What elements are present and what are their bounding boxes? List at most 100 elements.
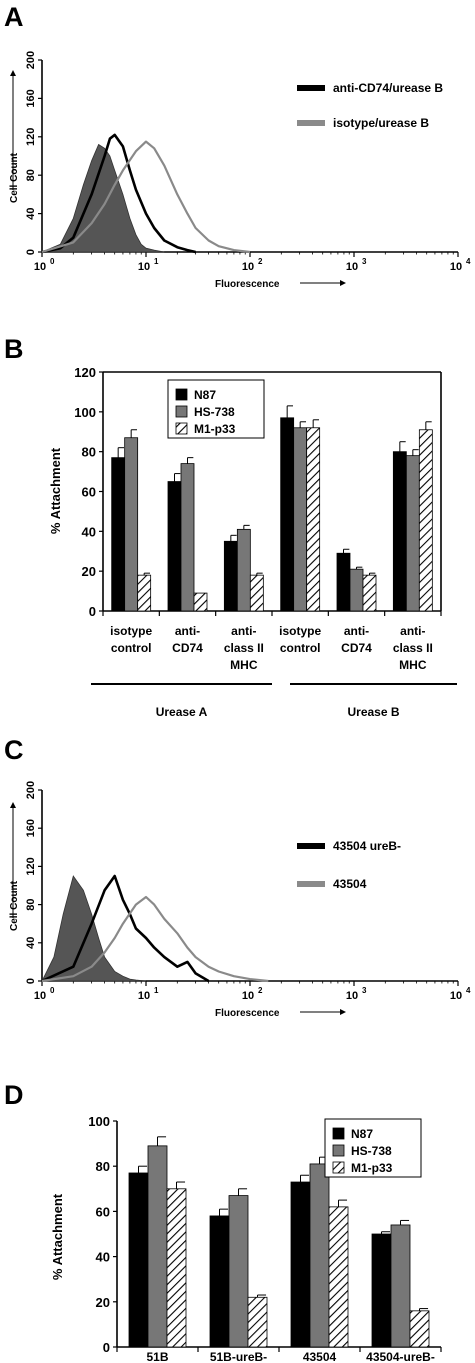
- bar3-bar-hs-738: [390, 1224, 411, 1348]
- bar1-bar-m1-p33: [249, 574, 264, 612]
- bar1-bar-n87: [392, 451, 407, 612]
- bar1-category-label: MHC: [230, 658, 258, 672]
- bar1-legend-swatch: [175, 388, 188, 401]
- bar3-category-label: 51B-ureB-: [210, 1350, 267, 1363]
- bar1-category-label: control: [280, 641, 321, 655]
- hist0-y-axis-label: Cell Count: [9, 152, 20, 203]
- bar1-category-label: class II: [393, 641, 433, 655]
- hist0-y-tick-label: 80: [25, 169, 37, 181]
- bar3-category-label: 43504: [303, 1350, 337, 1363]
- hist0-x-tick-exp: 1: [154, 257, 159, 266]
- bar1-y-tick-label: 80: [82, 445, 96, 460]
- hist2-y-tick-label: 200: [25, 781, 37, 799]
- hist2-legend-label: 43504: [333, 877, 367, 891]
- bar1-bar-n87: [280, 417, 295, 612]
- bar3-category-label: 43504-ureB-: [366, 1350, 435, 1363]
- bar1-bar-hs-738: [349, 568, 364, 612]
- hist0-legend-label: isotype/urease B: [333, 116, 429, 130]
- bar1-bar-hs-738: [236, 528, 251, 612]
- hist2-x-tick-label: 10: [346, 990, 358, 1002]
- bar1-bar-m1-p33: [137, 574, 152, 612]
- hist2-x-tick-exp: 3: [362, 986, 367, 995]
- hist0-series-control-fill: [41, 143, 165, 253]
- bar1-legend-swatch: [175, 422, 188, 435]
- bar3-legend-swatch: [332, 1161, 345, 1174]
- hist0-x-axis-label: Fluorescence: [215, 279, 280, 290]
- bar1-legend-label: HS-738: [194, 405, 235, 419]
- bar1-bar-hs-738: [405, 455, 420, 612]
- panel-letter-d: D: [4, 1080, 24, 1110]
- bar3-legend-label: HS-738: [351, 1144, 392, 1158]
- hist0-y-tick-label: 0: [25, 249, 37, 255]
- bar1-y-tick-label: 40: [82, 524, 96, 539]
- hist0-x-tick-exp: 0: [50, 257, 55, 266]
- bar3-bar-hs-738: [309, 1163, 330, 1348]
- bar1-bar-n87: [223, 540, 238, 612]
- hist0-legend-label: anti-CD74/urease B: [333, 81, 443, 95]
- bar1-y-tick-label: 100: [74, 405, 96, 420]
- bar1-bar-m1-p33: [306, 427, 321, 612]
- bar1-legend-swatch: [175, 405, 188, 418]
- hist0-y-tick-label: 120: [25, 128, 37, 146]
- bar1-category-label: anti-: [344, 624, 369, 638]
- bar1-legend-label: M1-p33: [194, 422, 236, 436]
- bar1-y-tick-label: 60: [82, 485, 96, 500]
- hist0-y-tick-label: 160: [25, 89, 37, 107]
- hist2-y-tick-label: 120: [25, 857, 37, 875]
- bar3-bar-n87: [128, 1172, 149, 1348]
- hist0-x-tick-exp: 4: [466, 257, 471, 266]
- hist0-series-1-line: [41, 133, 196, 254]
- bar3-y-tick-label: 0: [103, 1340, 110, 1355]
- bar1-y-tick-label: 20: [82, 564, 96, 579]
- bar3-y-tick-label: 40: [96, 1250, 110, 1265]
- panel-letter-b: B: [4, 334, 24, 364]
- hist2-x-tick-exp: 1: [154, 986, 159, 995]
- hist0-y-arrow-head: [10, 70, 16, 76]
- bar1-bar-m1-p33: [418, 429, 433, 612]
- bar1-category-label: anti-: [175, 624, 200, 638]
- bar1-category-label: isotype: [279, 624, 321, 638]
- bar1-bar-m1-p33: [193, 592, 208, 612]
- hist0-x-tick-exp: 2: [258, 257, 263, 266]
- panel-letter-c: C: [4, 735, 24, 765]
- hist2-y-arrow-head: [10, 802, 16, 808]
- hist2-y-tick-label: 160: [25, 819, 37, 837]
- bar1-bar-n87: [167, 481, 182, 612]
- bar1-bar-n87: [336, 552, 351, 612]
- bar1-category-label: anti-: [231, 624, 256, 638]
- bar1-bar-hs-738: [180, 463, 195, 612]
- hist2-legend-label: 43504 ureB-: [333, 839, 401, 853]
- hist0-y-tick-label: 40: [25, 207, 37, 219]
- hist0-y-tick-label: 200: [25, 51, 37, 69]
- bar1-y-tick-label: 120: [74, 365, 96, 380]
- panel-letter-a: A: [4, 2, 24, 32]
- bar1-category-label: isotype: [110, 624, 152, 638]
- bar1-group-label: Urease A: [156, 705, 208, 719]
- bar3-bar-m1-p33: [409, 1310, 430, 1348]
- hist0-x-tick-label: 10: [242, 261, 254, 273]
- hist0-x-tick-label: 10: [450, 261, 462, 273]
- bar3-bar-hs-738: [147, 1145, 168, 1348]
- hist2-y-tick-label: 0: [25, 978, 37, 984]
- hist2-x-tick-label: 10: [450, 990, 462, 1002]
- bar1-category-label: CD74: [341, 641, 372, 655]
- bar3-bar-m1-p33: [166, 1188, 187, 1348]
- bar1-category-label: anti-: [400, 624, 425, 638]
- hist2-series-2-line: [41, 895, 269, 983]
- bar3-y-tick-label: 80: [96, 1159, 110, 1174]
- hist2-y-tick-label: 80: [25, 898, 37, 910]
- hist0-x-tick-label: 10: [34, 261, 46, 273]
- bar1-category-label: CD74: [172, 641, 203, 655]
- hist0-x-tick-label: 10: [346, 261, 358, 273]
- bar3-y-tick-label: 20: [96, 1295, 110, 1310]
- hist0-series-2-line: [41, 140, 251, 254]
- bar3-y-tick-label: 100: [88, 1114, 110, 1129]
- bar1-category-label: control: [111, 641, 152, 655]
- bar3-y-tick-label: 60: [96, 1204, 110, 1219]
- bar3-legend-label: N87: [351, 1127, 373, 1141]
- bar3-legend-label: M1-p33: [351, 1161, 393, 1175]
- bar3-legend-swatch: [332, 1144, 345, 1157]
- bar1-bar-n87: [111, 457, 126, 612]
- hist2-y-axis-label: Cell Count: [9, 880, 20, 931]
